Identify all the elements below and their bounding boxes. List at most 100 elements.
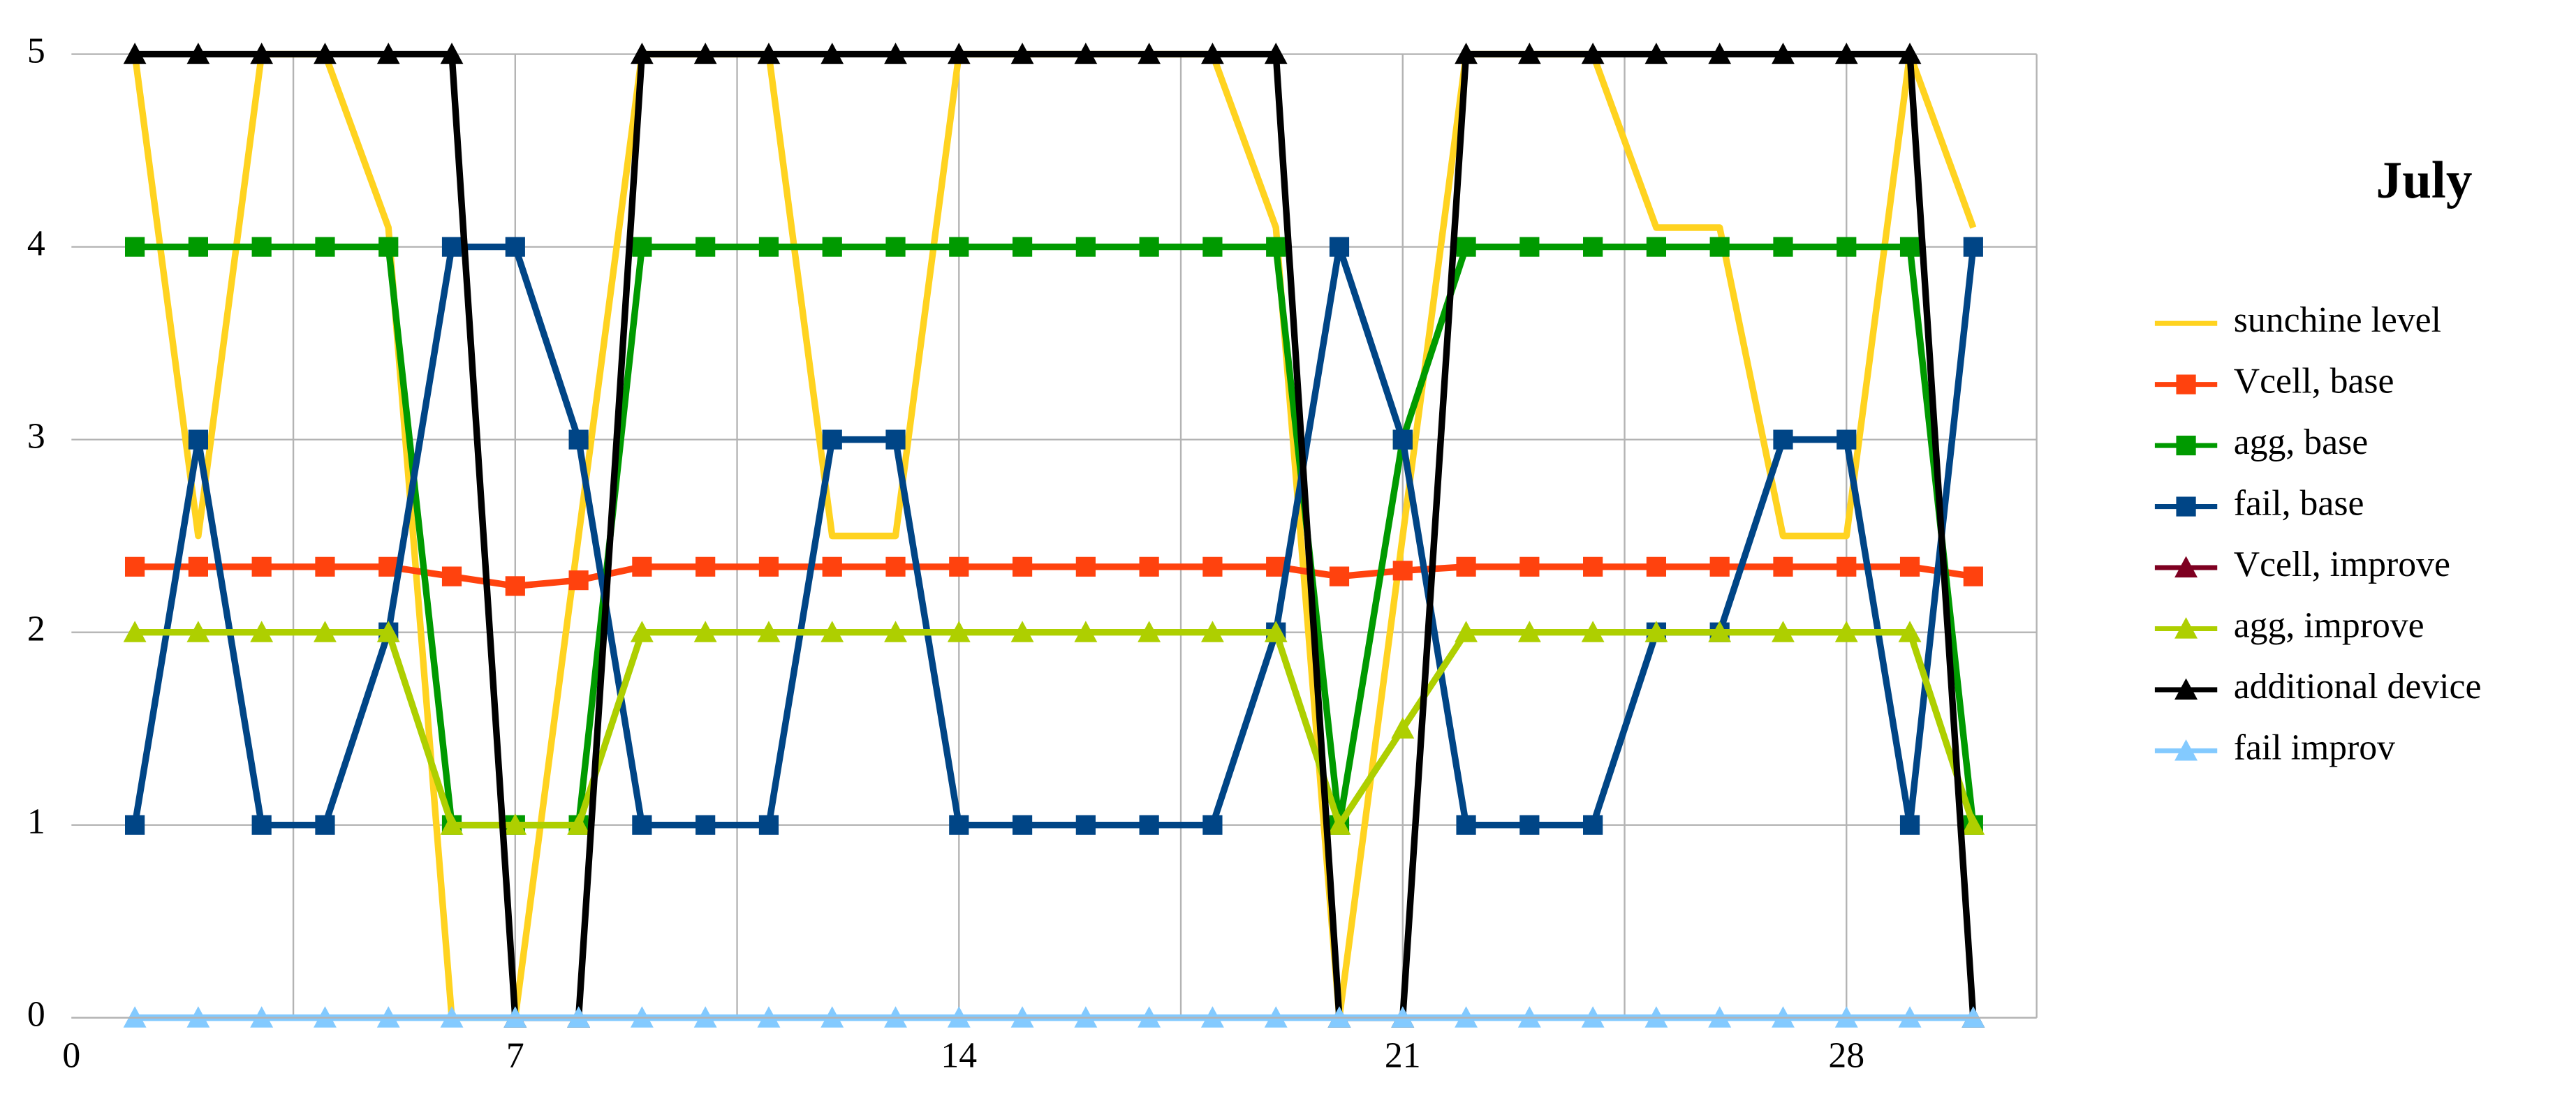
point [250, 43, 274, 64]
point [440, 43, 464, 64]
point [1963, 566, 1983, 586]
point [123, 43, 147, 64]
legend-label: fail, base [2234, 483, 2364, 523]
point [1519, 815, 1540, 835]
point [441, 566, 462, 586]
y-tick-label: 3 [27, 417, 45, 457]
point [1646, 556, 1667, 577]
point [1012, 815, 1033, 835]
series-line [135, 243, 1977, 829]
point [1200, 43, 1224, 64]
point [1644, 43, 1668, 64]
point [1517, 621, 1541, 642]
point [1455, 43, 1478, 64]
point [376, 621, 400, 642]
point [1709, 237, 1730, 257]
point [1773, 237, 1793, 257]
point [1837, 237, 1857, 257]
point [1708, 621, 1732, 642]
point [1646, 237, 1667, 257]
point [188, 237, 208, 257]
point [568, 429, 589, 450]
point [1708, 43, 1732, 64]
point [1456, 815, 1476, 835]
point [632, 815, 652, 835]
point [1772, 43, 1795, 64]
x-tick-label: 14 [941, 1035, 977, 1075]
point [1264, 43, 1288, 64]
point [1583, 237, 1603, 257]
point [1583, 556, 1603, 577]
point [949, 556, 969, 577]
legend-label: agg, improve [2234, 605, 2424, 645]
point [1012, 556, 1033, 577]
x-tick-label: 0 [62, 1035, 80, 1075]
point [315, 556, 335, 577]
chart-title: July [2376, 152, 2472, 209]
point [695, 556, 716, 577]
point [820, 621, 844, 642]
point [567, 813, 591, 835]
point [440, 813, 464, 835]
point [693, 621, 717, 642]
series-line [131, 50, 1977, 1021]
point [314, 43, 337, 64]
point [1456, 237, 1476, 257]
point [314, 621, 337, 642]
point [1456, 556, 1476, 577]
point [1264, 621, 1288, 642]
point [250, 621, 274, 642]
point [822, 237, 842, 257]
point [251, 815, 272, 835]
point [947, 43, 971, 64]
point [1517, 43, 1541, 64]
point [949, 815, 969, 835]
point [125, 815, 145, 835]
point [1266, 237, 1286, 257]
point [1329, 566, 1350, 586]
legend-marker [2176, 496, 2196, 517]
x-tick-label: 21 [1385, 1035, 1421, 1075]
point [1202, 815, 1223, 835]
point [1898, 43, 1922, 64]
point [315, 815, 335, 835]
point [1392, 561, 1413, 581]
point [1010, 43, 1034, 64]
point [884, 43, 907, 64]
point [757, 621, 781, 642]
point [1899, 556, 1920, 577]
point [1202, 556, 1223, 577]
point [1963, 237, 1983, 257]
y-tick-label: 4 [27, 223, 45, 263]
point [1327, 813, 1351, 835]
legend-marker [2176, 374, 2196, 394]
point [1074, 621, 1098, 642]
point [1837, 429, 1857, 450]
point [188, 556, 208, 577]
point [1581, 621, 1605, 642]
point [947, 621, 971, 642]
legend-marker [2174, 617, 2198, 639]
point [1012, 237, 1033, 257]
point [1899, 237, 1920, 257]
y-tick-label: 5 [27, 31, 45, 71]
point [1455, 621, 1478, 642]
point [1139, 237, 1159, 257]
point [1773, 556, 1793, 577]
point [1772, 621, 1795, 642]
point [1074, 43, 1098, 64]
series-line [135, 50, 1977, 1021]
point [568, 570, 589, 591]
point [757, 43, 781, 64]
point [505, 237, 525, 257]
legend-marker [2174, 739, 2198, 761]
point [188, 429, 208, 450]
point [632, 556, 652, 577]
legend-label: agg, base [2234, 422, 2368, 462]
legend-marker [2174, 556, 2198, 578]
point [315, 237, 335, 257]
legend-label: Vcell, improve [2234, 545, 2450, 584]
legend-label: fail improv [2234, 727, 2395, 767]
point [503, 813, 527, 835]
